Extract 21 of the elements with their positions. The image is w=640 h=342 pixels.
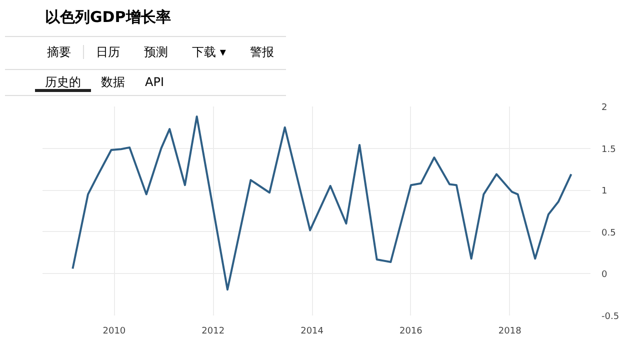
y-tick-label: 1 <box>602 186 608 197</box>
x-tick-label: 2010 <box>102 326 126 336</box>
y-tick-label: 1.5 <box>602 144 616 155</box>
y-tick-label: 0 <box>602 270 608 280</box>
x-tick-label: 2016 <box>400 326 423 336</box>
chart-title: 以色列GDP增长率 <box>45 7 172 28</box>
text: 历史的 <box>35 74 91 92</box>
x-tick-label: 2014 <box>300 326 324 336</box>
text: 预测 <box>143 45 169 60</box>
text: 警报 <box>248 45 275 60</box>
text: 摘要 <box>35 45 84 60</box>
text: 数据 <box>100 74 126 89</box>
text: API <box>144 74 165 89</box>
text: 日历 <box>95 45 121 60</box>
line-series <box>72 116 572 291</box>
y-tick-label: 0.5 <box>602 228 616 238</box>
y-tick-label: -0.5 <box>602 312 620 322</box>
y-tick-label: 2 <box>602 103 608 113</box>
text: 下载 ▾ <box>191 45 227 60</box>
x-tick-label: 2018 <box>498 326 522 336</box>
x-tick-label: 2012 <box>202 326 225 336</box>
